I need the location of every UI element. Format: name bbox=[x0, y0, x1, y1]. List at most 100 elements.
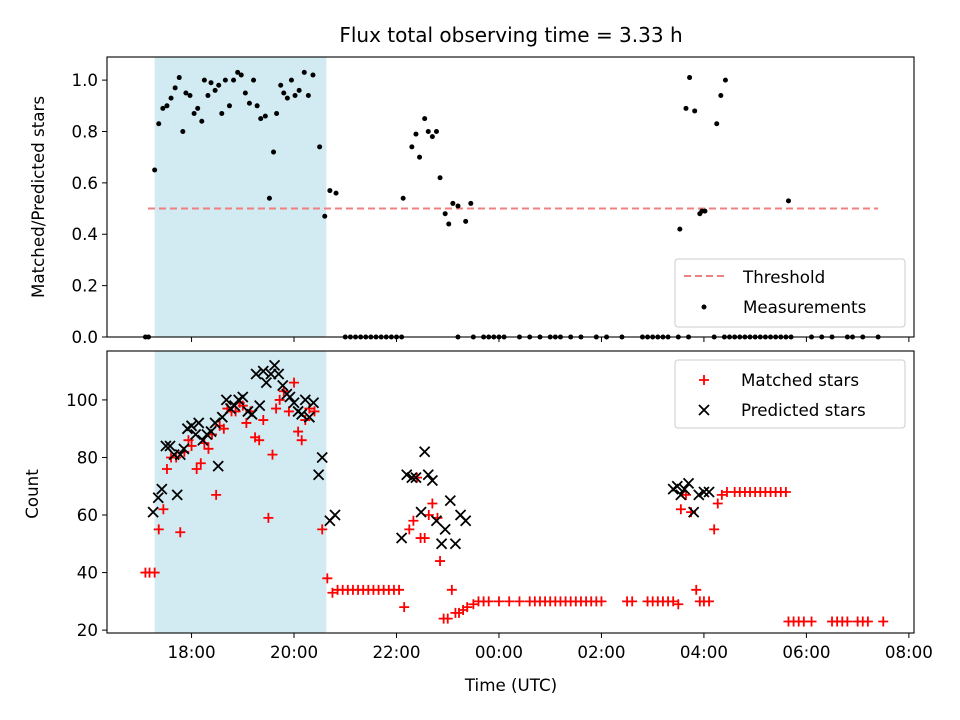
legend-label-threshold: Threshold bbox=[742, 267, 825, 287]
data-point bbox=[317, 144, 323, 150]
data-point bbox=[296, 435, 307, 446]
data-point bbox=[435, 538, 448, 550]
data-point bbox=[222, 77, 228, 83]
data-point bbox=[693, 489, 705, 501]
data-point bbox=[442, 613, 453, 624]
x-tick-label: 02:00 bbox=[577, 642, 625, 662]
data-point bbox=[463, 218, 469, 224]
data-point bbox=[408, 515, 419, 526]
top-y-axis-label: Matched/Predicted stars bbox=[28, 96, 48, 298]
data-point bbox=[190, 428, 202, 441]
data-point bbox=[410, 471, 422, 484]
data-point bbox=[329, 509, 341, 521]
data-point bbox=[301, 69, 307, 75]
data-point bbox=[152, 167, 158, 173]
data-point bbox=[160, 105, 166, 111]
data-point bbox=[307, 397, 320, 409]
data-point bbox=[780, 487, 791, 497]
data-point bbox=[274, 111, 280, 117]
data-point bbox=[235, 69, 241, 75]
data-point bbox=[442, 211, 448, 217]
data-point bbox=[292, 93, 298, 99]
data-point bbox=[419, 446, 431, 458]
y-tick-label: 0.2 bbox=[71, 276, 98, 296]
data-point bbox=[409, 144, 415, 150]
data-point bbox=[455, 203, 461, 209]
axes-frame bbox=[106, 350, 915, 634]
data-point bbox=[677, 226, 683, 232]
data-point bbox=[161, 463, 172, 474]
data-point bbox=[683, 105, 689, 111]
data-point bbox=[437, 175, 443, 181]
y-tick-label: 100 bbox=[66, 390, 98, 410]
data-point bbox=[709, 524, 720, 535]
data-point bbox=[312, 469, 325, 481]
data-point bbox=[426, 474, 438, 487]
data-point bbox=[271, 403, 282, 414]
legend-measurements-swatch bbox=[701, 304, 707, 310]
data-point bbox=[237, 400, 248, 411]
data-point bbox=[288, 397, 300, 409]
data-point bbox=[238, 72, 244, 78]
data-point bbox=[156, 483, 168, 495]
data-point bbox=[174, 448, 186, 461]
data-point bbox=[401, 469, 413, 481]
x-tick-label: 00:00 bbox=[475, 642, 523, 662]
data-point bbox=[504, 596, 515, 607]
data-point bbox=[299, 394, 311, 406]
data-point bbox=[468, 599, 479, 610]
y-tick-label: 20 bbox=[77, 620, 98, 640]
data-point bbox=[430, 515, 443, 527]
data-point bbox=[172, 85, 178, 91]
data-point bbox=[262, 113, 268, 119]
data-point bbox=[450, 200, 456, 206]
data-point bbox=[671, 480, 683, 492]
data-point bbox=[316, 451, 328, 464]
y-tick-label: 0.6 bbox=[71, 173, 98, 193]
data-point bbox=[271, 149, 277, 155]
data-point bbox=[399, 602, 410, 613]
data-point bbox=[678, 483, 691, 495]
data-point bbox=[267, 449, 278, 460]
data-point bbox=[183, 90, 189, 96]
data-point bbox=[160, 440, 172, 452]
data-point bbox=[305, 93, 311, 99]
data-point bbox=[258, 415, 269, 426]
data-point bbox=[698, 486, 710, 498]
legend: Threshold Measurements bbox=[674, 258, 906, 328]
data-point bbox=[675, 489, 687, 501]
data-point bbox=[220, 394, 233, 406]
data-point bbox=[180, 128, 186, 134]
data-point bbox=[212, 87, 218, 93]
data-point bbox=[878, 616, 889, 627]
data-point bbox=[444, 494, 456, 507]
data-point bbox=[423, 510, 434, 521]
data-point bbox=[722, 77, 728, 83]
legend-matched-swatch bbox=[699, 375, 709, 385]
data-point bbox=[427, 498, 438, 509]
y-tick-label: 80 bbox=[77, 447, 98, 467]
data-point bbox=[514, 596, 525, 607]
data-point bbox=[493, 596, 504, 607]
data-point bbox=[193, 417, 205, 429]
data-point bbox=[226, 103, 232, 109]
data-point bbox=[862, 616, 873, 627]
data-point bbox=[277, 379, 289, 392]
y-tick-label: 1.0 bbox=[71, 70, 98, 90]
data-point bbox=[333, 190, 339, 196]
data-point bbox=[175, 527, 186, 538]
data-point bbox=[263, 512, 274, 523]
data-point bbox=[419, 533, 430, 544]
panel-1: 20 40 60 80 100 18:00 20:00 22:00 00:00 02:00 04:0… bbox=[66, 350, 933, 662]
data-point bbox=[199, 118, 205, 124]
data-point bbox=[293, 426, 304, 437]
data-point bbox=[284, 391, 296, 403]
x-tick-label: 04:00 bbox=[680, 642, 728, 662]
data-point bbox=[692, 108, 698, 114]
data-point bbox=[296, 408, 308, 420]
data-point bbox=[422, 469, 434, 481]
data-point bbox=[395, 532, 408, 544]
data-point bbox=[435, 556, 446, 567]
data-point bbox=[278, 82, 284, 88]
data-point bbox=[205, 93, 211, 99]
